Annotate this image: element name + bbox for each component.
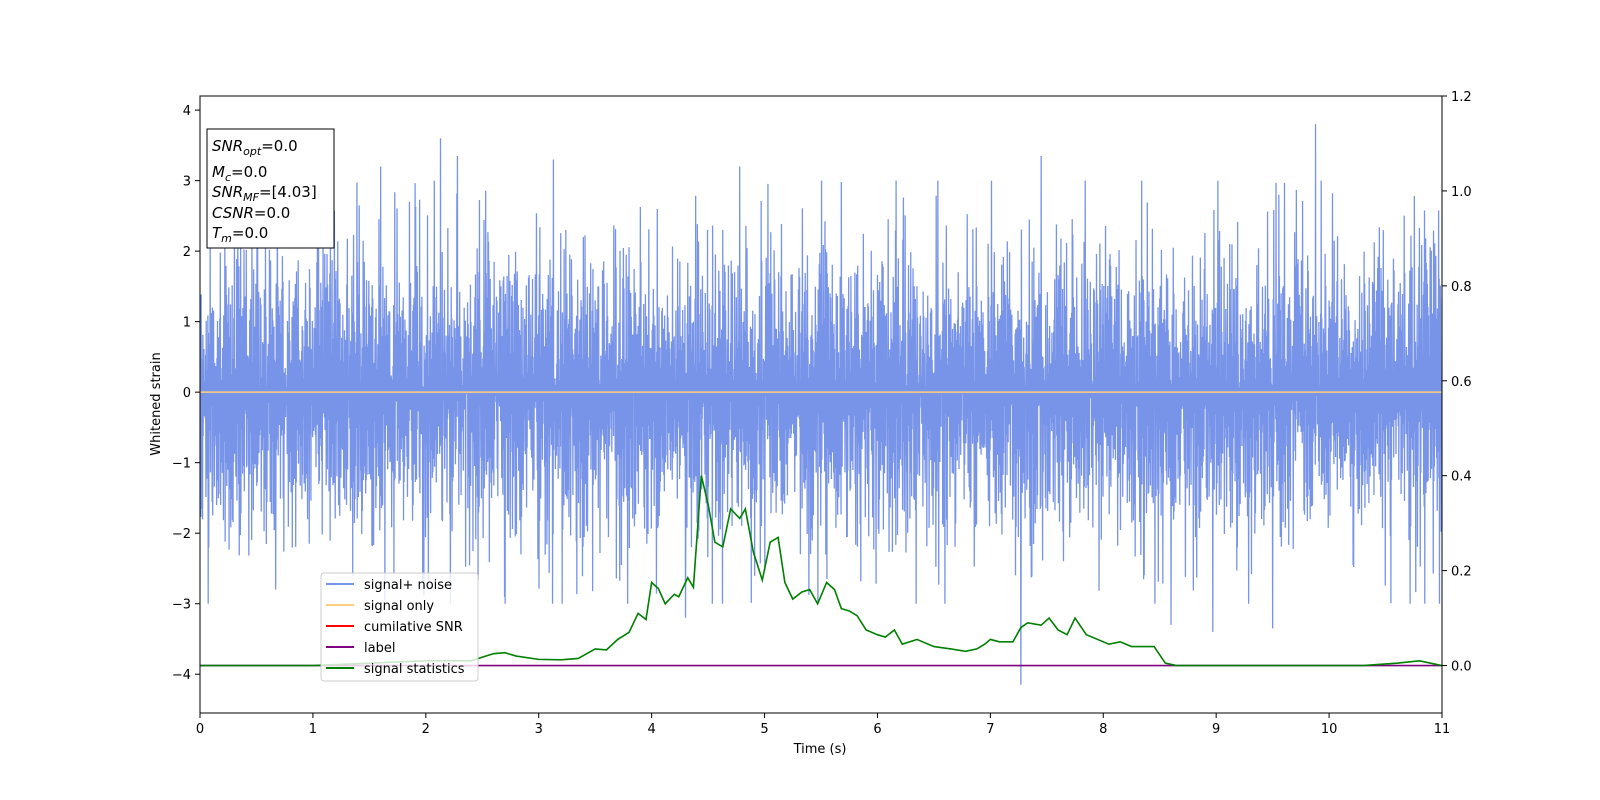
info-box: SNRopt=0.0 Mc=0.0 SNRMF=[4.03] CSNR=0.0 … <box>206 128 335 249</box>
info-mc-value: =0.0 <box>231 163 267 181</box>
x-tick-label: 7 <box>986 722 994 737</box>
info-snr-mf-sub: MF <box>243 191 259 204</box>
info-snr-mf: SNRMF=[4.03] <box>212 183 317 204</box>
legend-label-cumulative-snr: cumilative SNR <box>364 620 463 635</box>
x-tick-label: 4 <box>647 722 655 737</box>
info-tm-value: =0.0 <box>232 224 268 242</box>
x-tick-label: 3 <box>535 722 543 737</box>
signal-statistics-line <box>200 475 1442 667</box>
legend-label-label: label <box>364 641 395 656</box>
y-right-tick-label: 0.0 <box>1451 660 1472 675</box>
legend-label-signal-noise: signal+ noise <box>364 578 452 593</box>
x-tick-label: 0 <box>196 722 204 737</box>
x-tick-label: 8 <box>1099 722 1107 737</box>
y-left-tick-label: 2 <box>183 245 191 260</box>
y-right-tick-label: 0.8 <box>1451 280 1472 295</box>
y-left-tick-label: −4 <box>172 668 191 683</box>
info-tm: Tm=0.0 <box>212 224 268 245</box>
info-mc-main: M <box>212 163 225 181</box>
info-snr-opt-sub: opt <box>243 145 262 158</box>
x-tick-label: 6 <box>873 722 881 737</box>
y-right-tick-label: 1.2 <box>1451 90 1472 105</box>
x-tick-label: 9 <box>1212 722 1220 737</box>
x-tick-label: 1 <box>309 722 317 737</box>
plot-frame <box>199 95 1443 714</box>
info-csnr-main: CSNR <box>212 204 254 222</box>
x-axis: 0 1 2 3 4 5 6 7 8 9 10 11 <box>196 713 1450 737</box>
info-mc: Mc=0.0 <box>212 163 267 184</box>
y-right-tick-label: 0.2 <box>1451 565 1472 580</box>
y-axis-left: −4 −3 −2 −1 0 1 2 3 4 <box>172 104 200 683</box>
info-snr-opt: SNRopt=0.0 <box>212 137 298 158</box>
y-left-tick-label: 0 <box>183 386 191 401</box>
x-tick-label: 10 <box>1321 722 1338 737</box>
y-left-tick-label: −3 <box>172 598 191 613</box>
y-axis-right: 0.0 0.2 0.4 0.6 0.8 1.0 1.2 <box>1442 90 1472 675</box>
info-mc-sub: c <box>225 171 231 184</box>
legend-label-signal-only: signal only <box>364 599 434 614</box>
info-snr-opt-value: =0.0 <box>261 137 297 155</box>
x-axis-label: Time (s) <box>793 742 847 757</box>
signal-noise-line <box>200 124 1442 685</box>
x-tick-label: 5 <box>760 722 768 737</box>
y-left-tick-label: 4 <box>183 104 191 119</box>
legend-frame <box>320 572 479 682</box>
info-csnr-value: =0.0 <box>254 204 290 222</box>
info-tm-sub: m <box>221 232 232 245</box>
y-right-tick-label: 0.6 <box>1451 375 1472 390</box>
y-axis-label: Whitened strain <box>149 352 164 455</box>
legend: signal+ noise signal only cumilative SNR… <box>320 572 479 682</box>
y-right-tick-label: 0.4 <box>1451 470 1472 485</box>
y-left-tick-label: 1 <box>183 316 191 331</box>
legend-label-signal-statistics: signal statistics <box>364 662 465 677</box>
y-left-tick-label: −1 <box>172 457 191 472</box>
info-box-frame <box>206 128 335 249</box>
y-left-tick-label: −2 <box>172 527 191 542</box>
info-snr-mf-main: SNR <box>212 183 243 201</box>
info-tm-main: T <box>212 224 223 242</box>
signal-statistics-series <box>200 475 1442 667</box>
x-tick-label: 11 <box>1434 722 1451 737</box>
x-tick-label: 2 <box>422 722 430 737</box>
y-right-tick-label: 1.0 <box>1451 185 1472 200</box>
info-snr-opt-main: SNR <box>212 137 243 155</box>
info-csnr: CSNR=0.0 <box>212 204 290 222</box>
y-left-tick-label: 3 <box>183 175 191 190</box>
signal-noise-series <box>200 124 1442 685</box>
info-snr-mf-value: =[4.03] <box>259 183 317 201</box>
